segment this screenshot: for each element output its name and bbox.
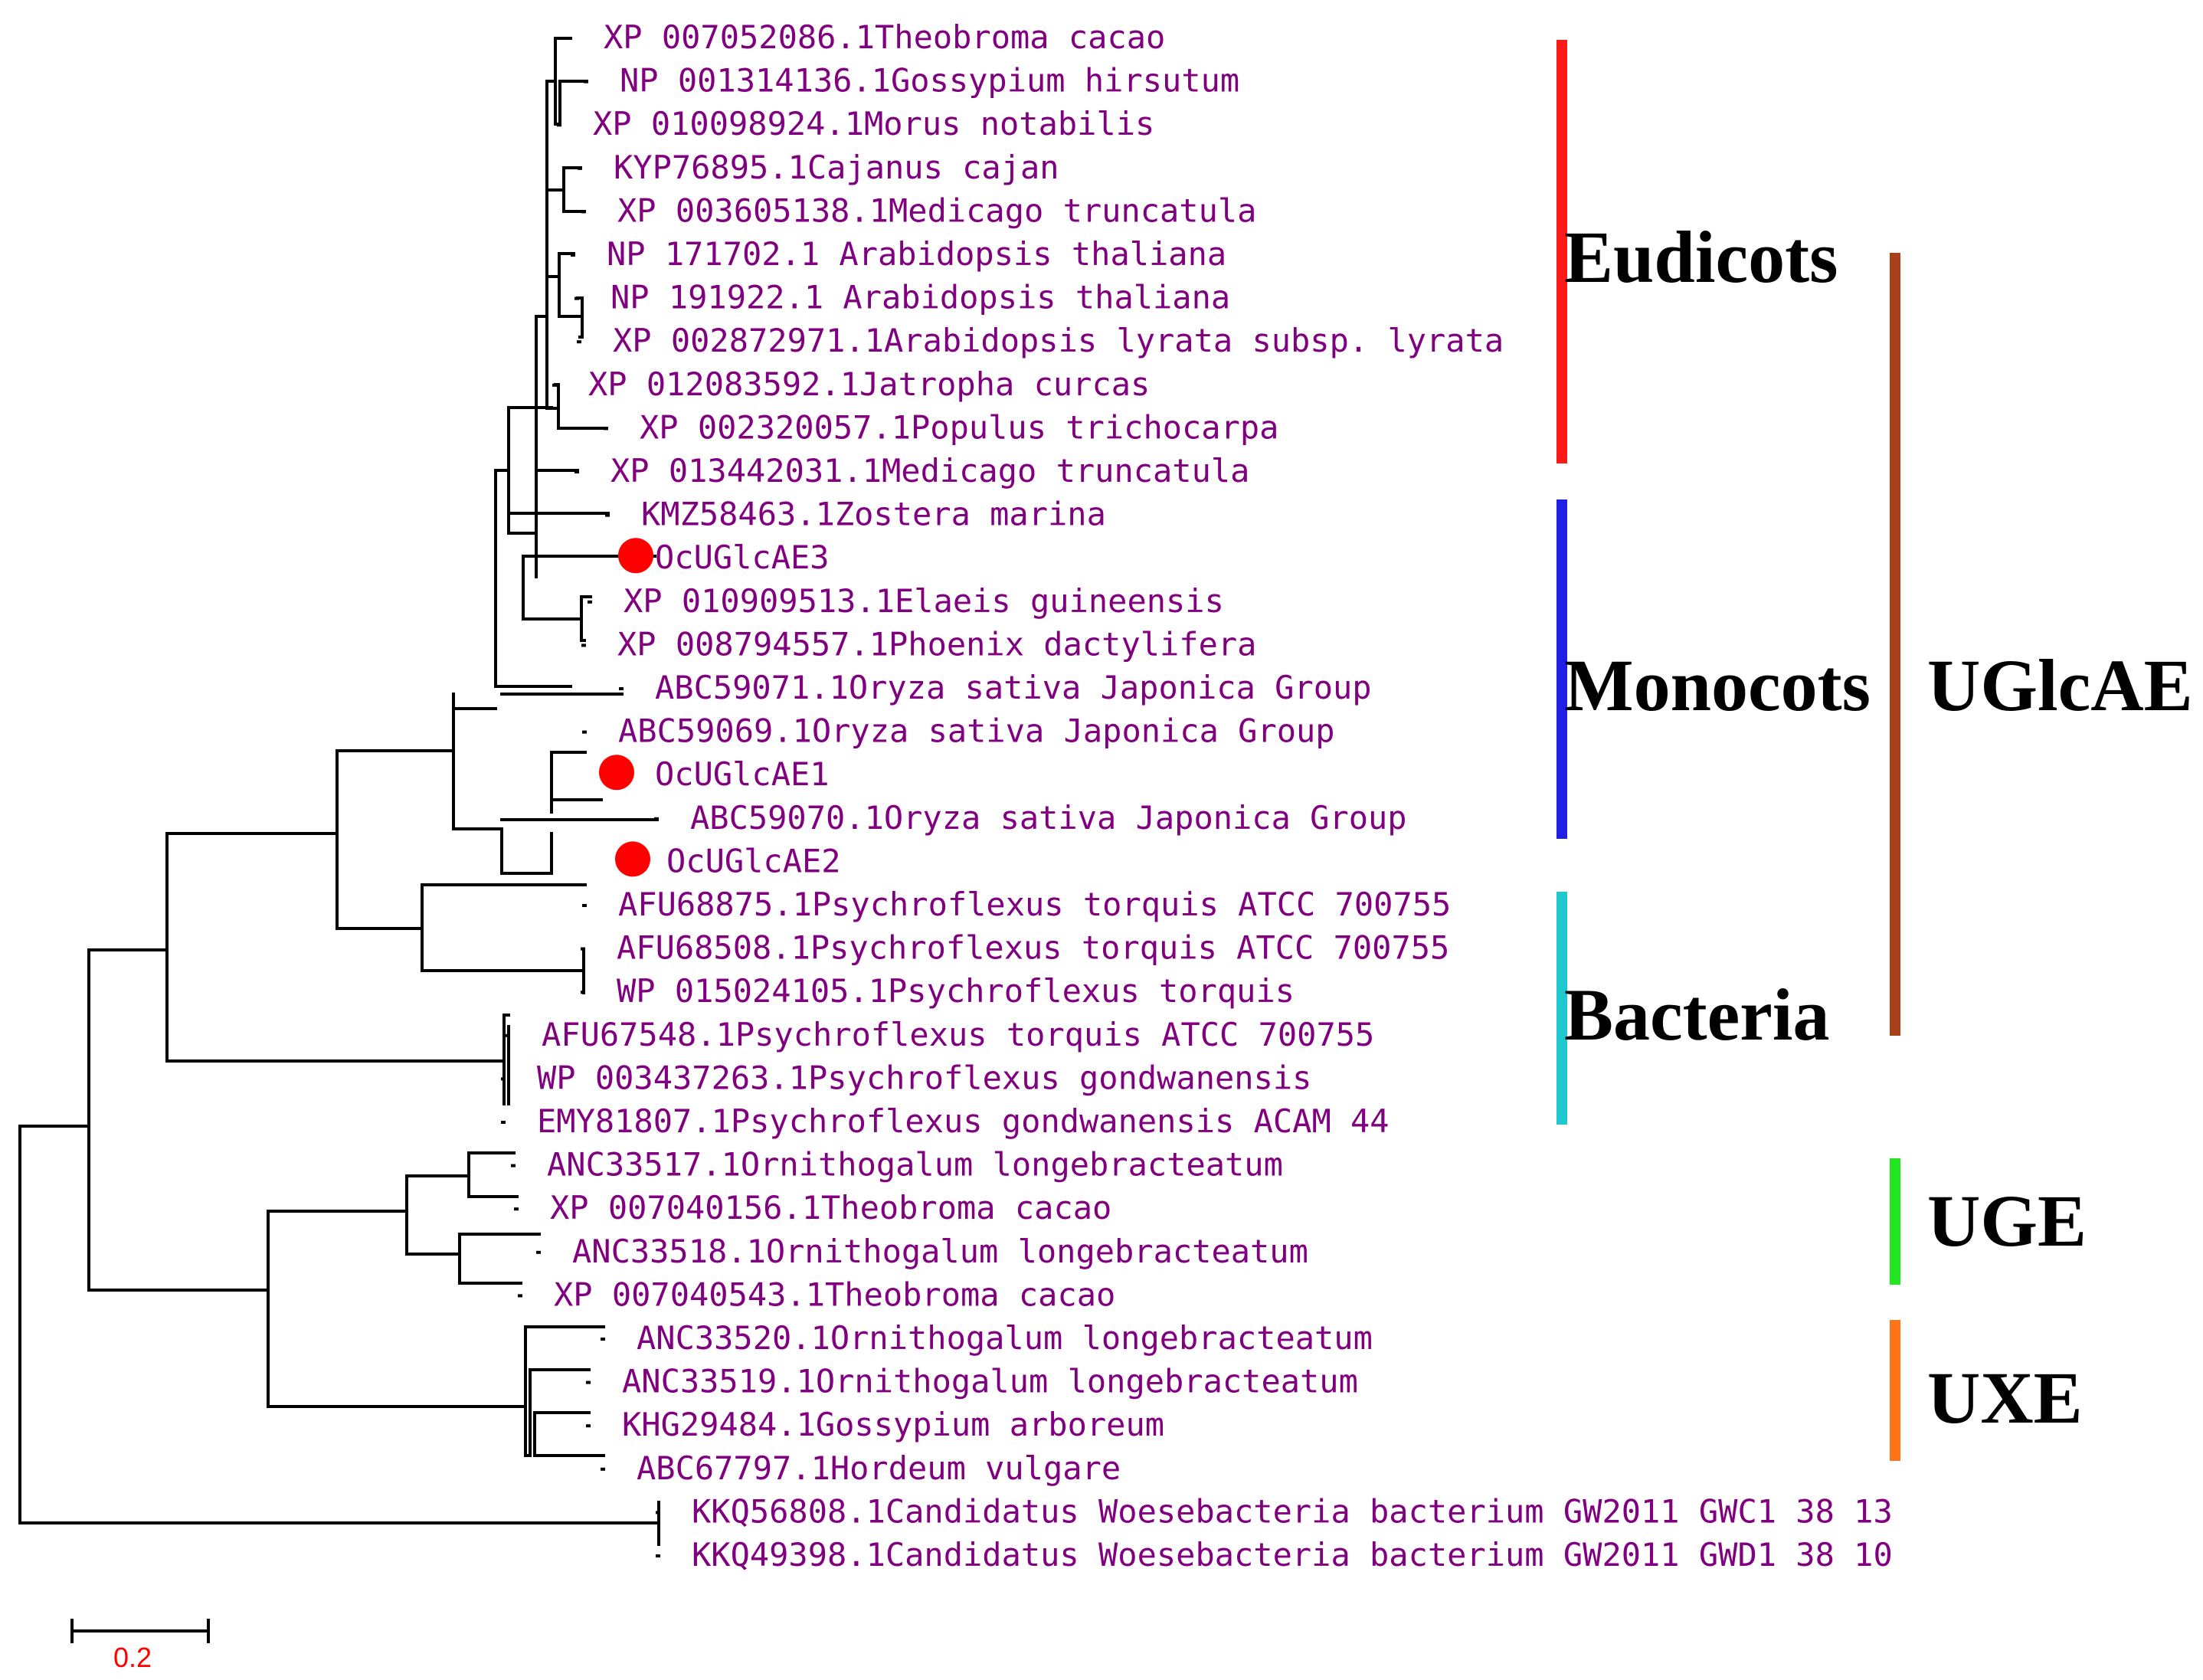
highlight-dot-marker bbox=[599, 755, 634, 791]
leaf-label: KKQ49398.1Candidatus Woesebacteria bacte… bbox=[692, 1536, 1893, 1574]
leaf-label: ABC59070.1Oryza sativa Japonica Group bbox=[690, 799, 1407, 837]
leaf-label: XP 010098924.1Morus notabilis bbox=[593, 105, 1154, 142]
leaf-label: XP 007052086.1Theobroma cacao bbox=[604, 18, 1165, 56]
scale-bar-label: 0.2 bbox=[113, 1642, 152, 1673]
leaf-label: NP 191922.1 Arabidopsis thaliana bbox=[610, 279, 1230, 316]
leaf-label: NP 001314136.1Gossypium hirsutum bbox=[620, 62, 1239, 100]
leaf-label: XP 012083592.1Jatropha curcas bbox=[588, 365, 1150, 403]
leaf-label: AFU68508.1Psychroflexus torquis ATCC 700… bbox=[617, 929, 1449, 967]
highlight-dot-marker bbox=[618, 538, 653, 574]
leaf-label: ABC59069.1Oryza sativa Japonica Group bbox=[618, 712, 1335, 750]
leaf-label: AFU67548.1Psychroflexus torquis ATCC 700… bbox=[542, 1016, 1374, 1053]
leaf-label: KKQ56808.1Candidatus Woesebacteria bacte… bbox=[692, 1492, 1893, 1530]
leaf-label: XP 002320057.1Populus trichocarpa bbox=[640, 408, 1278, 446]
leaf-label: ANC33517.1Ornithogalum longebracteatum bbox=[547, 1146, 1283, 1184]
monocots-label: Monocots bbox=[1564, 644, 1871, 726]
leaf-label: EMY81807.1Psychroflexus gondwanensis ACA… bbox=[537, 1102, 1390, 1140]
tree-branches bbox=[18, 37, 660, 1557]
uglcae-label: UGlcAE bbox=[1927, 644, 2193, 726]
leaf-label: XP 003605138.1Medicago truncatula bbox=[617, 192, 1256, 229]
highlight-dot-marker bbox=[615, 841, 650, 877]
leaf-label: OcUGlcAE1 bbox=[655, 755, 830, 793]
leaf-label: KHG29484.1Gossypium arboreum bbox=[622, 1406, 1164, 1443]
leaf-label: XP 007040156.1Theobroma cacao bbox=[550, 1189, 1111, 1226]
leaf-label: XP 002872971.1Arabidopsis lyrata subsp. … bbox=[613, 322, 1504, 359]
leaf-label: OcUGlcAE2 bbox=[666, 842, 841, 879]
leaf-label: AFU68875.1Psychroflexus torquis ATCC 700… bbox=[618, 886, 1451, 923]
leaf-label: ANC33518.1Ornithogalum longebracteatum bbox=[572, 1233, 1308, 1270]
leaf-label: XP 008794557.1Phoenix dactylifera bbox=[617, 625, 1256, 663]
leaf-label: XP 010909513.1Elaeis guineensis bbox=[624, 582, 1224, 620]
leaf-label: XP 013442031.1Medicago truncatula bbox=[610, 452, 1249, 490]
uge-label: UGE bbox=[1927, 1180, 2087, 1262]
leaf-labels: XP 007052086.1Theobroma cacao NP 00131413… bbox=[537, 18, 1893, 1574]
leaf-label: OcUGlcAE3 bbox=[655, 539, 830, 576]
leaf-label: ANC33520.1Ornithogalum longebracteatum bbox=[637, 1319, 1373, 1357]
leaf-label: KMZ58463.1Zostera marina bbox=[641, 496, 1106, 533]
leaf-label: WP 003437263.1Psychroflexus gondwanensis bbox=[537, 1059, 1311, 1096]
eudicots-label: Eudicots bbox=[1564, 216, 1838, 298]
highlight-markers bbox=[599, 538, 653, 877]
leaf-label: XP 007040543.1Theobroma cacao bbox=[554, 1276, 1115, 1313]
bacteria-label: Bacteria bbox=[1564, 974, 1830, 1056]
leaf-label: NP 171702.1 Arabidopsis thaliana bbox=[607, 235, 1226, 273]
leaf-label: KYP76895.1Cajanus cajan bbox=[614, 149, 1059, 186]
scale-bar: 0.2 bbox=[70, 1619, 210, 1673]
leaf-label: ABC67797.1Hordeum vulgare bbox=[637, 1449, 1121, 1487]
leaf-label: ANC33519.1Ornithogalum longebracteatum bbox=[622, 1363, 1358, 1400]
leaf-label: ABC59071.1Oryza sativa Japonica Group bbox=[655, 669, 1372, 706]
uxe-label: UXE bbox=[1927, 1357, 2083, 1439]
leaf-label: WP 015024105.1Psychroflexus torquis bbox=[617, 972, 1295, 1010]
